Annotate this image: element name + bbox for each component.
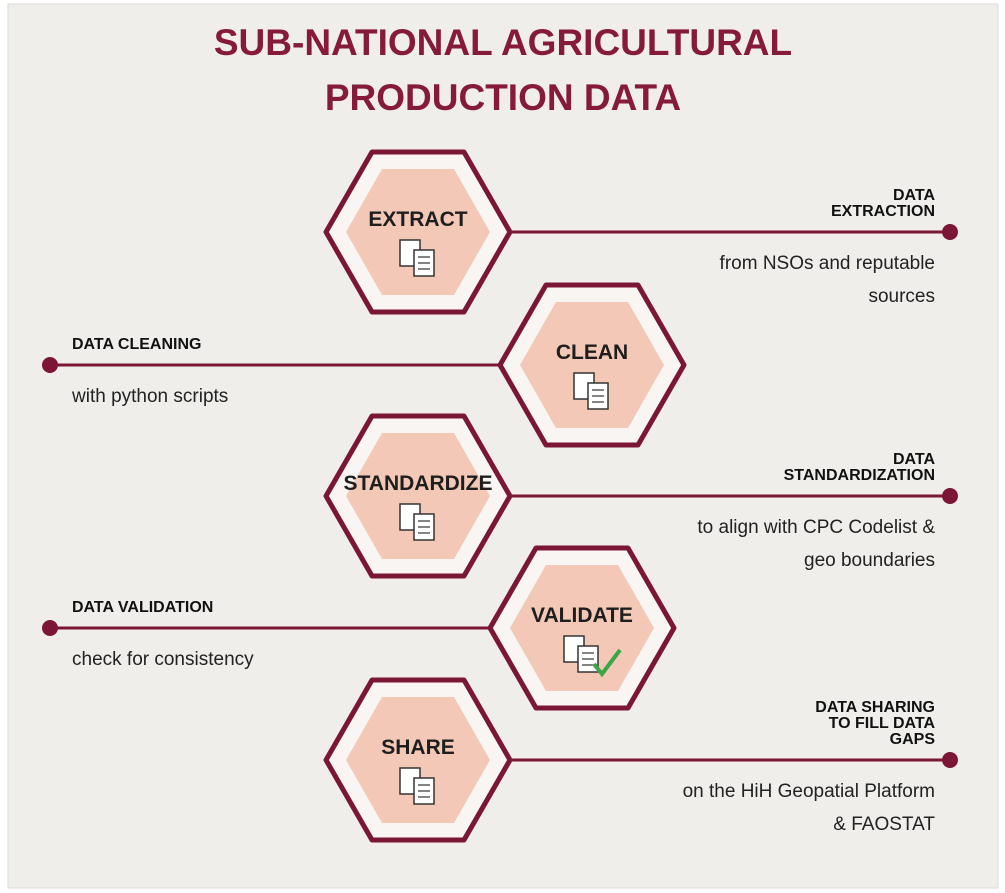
step-heading: STANDARDIZATION <box>784 467 935 484</box>
hexagon-inner <box>510 565 654 691</box>
step-description: check for consistency <box>72 649 254 670</box>
step-label: STANDARDIZE <box>344 472 493 495</box>
step-description: from NSOs and reputable <box>720 253 935 274</box>
step-heading: TO FILL DATA <box>829 715 936 732</box>
step-heading: DATA CLEANING <box>72 336 201 353</box>
hexagon-inner <box>346 697 490 823</box>
connector-dot <box>942 752 958 768</box>
hexagon-inner <box>346 169 490 295</box>
connector-dot <box>942 488 958 504</box>
connector-dot <box>942 224 958 240</box>
hexagon-inner <box>346 433 490 559</box>
step-label: EXTRACT <box>368 208 467 231</box>
hexagon-inner <box>520 302 664 428</box>
step-icon <box>399 767 435 805</box>
title-line: SUB-NATIONAL AGRICULTURAL <box>214 22 792 63</box>
step-icon <box>573 372 609 410</box>
step-heading: GAPS <box>890 731 936 748</box>
step-heading: DATA VALIDATION <box>72 599 213 616</box>
connector-dot <box>42 620 58 636</box>
step-description: with python scripts <box>71 386 228 407</box>
step-icon <box>399 503 435 541</box>
step-description: geo boundaries <box>804 550 935 571</box>
step-label: CLEAN <box>556 341 628 364</box>
connector-dot <box>42 357 58 373</box>
step-description: on the HiH Geopatial Platform <box>683 781 935 802</box>
step-label: VALIDATE <box>531 604 633 627</box>
step-label: SHARE <box>381 736 455 759</box>
step-heading: DATA <box>893 187 936 204</box>
step-description: to align with CPC Codelist & <box>697 517 935 538</box>
icon-check <box>592 648 622 678</box>
step-description: & FAOSTAT <box>833 814 935 835</box>
step-heading: DATA SHARING <box>815 699 935 716</box>
step-icon <box>399 239 435 277</box>
step-description: sources <box>868 286 935 307</box>
step-heading: DATA <box>893 451 936 468</box>
background <box>7 3 999 889</box>
step-icon <box>563 635 622 678</box>
step-heading: EXTRACTION <box>831 203 935 220</box>
title-line: PRODUCTION DATA <box>325 77 681 118</box>
